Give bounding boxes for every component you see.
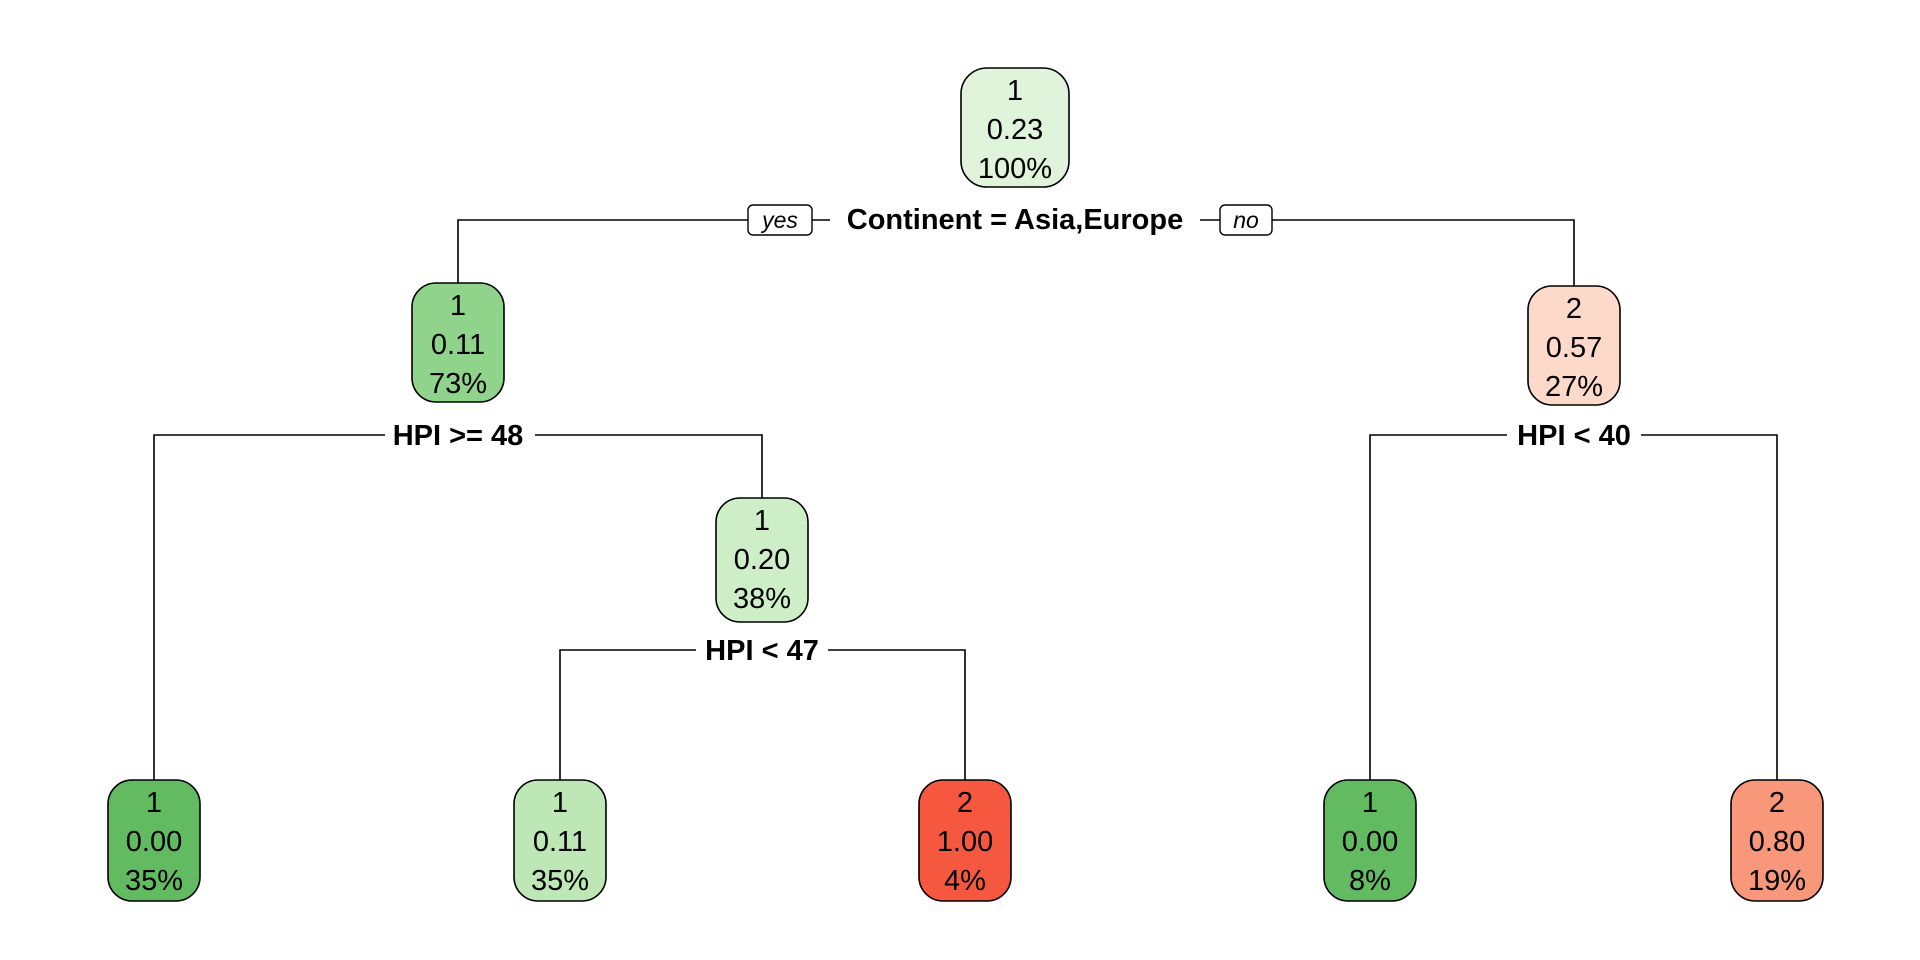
node-root-prob: 0.23 [987, 114, 1043, 146]
node-leaf2: 1 0.11 35% [513, 779, 607, 902]
node-leaf1-class: 1 [146, 787, 162, 819]
node-n2: 1 0.11 73% [411, 282, 505, 403]
node-leaf3-pct: 4% [944, 865, 986, 897]
split-label-n2: HPI >= 48 [393, 420, 524, 452]
node-leaf2-box [513, 779, 607, 902]
node-n3-prob: 0.57 [1546, 332, 1602, 364]
yes-tag-box [747, 204, 813, 236]
no-tag-box [1219, 204, 1273, 236]
node-root-class: 1 [1007, 75, 1023, 107]
node-leaf2-class: 1 [552, 787, 568, 819]
yes-tag: yes [747, 204, 813, 236]
node-n2-class: 1 [450, 290, 466, 322]
tree-nodes: 1 0.23 100% 1 0.11 73% 2 0.57 27% 1 0.20… [107, 67, 1824, 902]
node-leaf5-pct: 19% [1748, 865, 1806, 897]
node-leaf2-pct: 35% [531, 865, 589, 897]
node-leaf2-prob: 0.11 [533, 826, 587, 858]
node-leaf3: 2 1.00 4% [918, 779, 1012, 902]
node-leaf3-box [918, 779, 1012, 902]
node-n3-pct: 27% [1545, 371, 1603, 403]
edge-n2-left [153, 434, 385, 780]
node-leaf4-box [1323, 779, 1417, 902]
node-leaf3-class: 2 [957, 787, 973, 819]
edge-n5-left [559, 649, 696, 780]
node-leaf4: 1 0.00 8% [1323, 779, 1417, 902]
node-leaf4-class: 1 [1362, 787, 1378, 819]
node-root: 1 0.23 100% [960, 67, 1070, 188]
node-n3-box [1527, 285, 1621, 406]
node-n5: 1 0.20 38% [715, 497, 809, 623]
node-n3-class: 2 [1566, 293, 1582, 325]
node-n3: 2 0.57 27% [1527, 285, 1621, 406]
node-n5-class: 1 [754, 505, 770, 537]
edge-n3-right [1641, 434, 1778, 780]
branch-tags: yes no [747, 204, 1273, 236]
edge-root-right [1271, 219, 1575, 286]
node-root-box [960, 67, 1070, 188]
split-label-root: Continent = Asia,Europe [847, 204, 1184, 236]
node-root-pct: 100% [978, 153, 1052, 185]
node-n2-pct: 73% [429, 368, 487, 400]
tree-edges [153, 219, 1778, 780]
no-tag-label: no [1233, 207, 1259, 233]
edge-n3-left [1369, 434, 1507, 780]
node-leaf4-pct: 8% [1349, 865, 1391, 897]
node-leaf1-prob: 0.00 [126, 826, 182, 858]
node-leaf5: 2 0.80 19% [1730, 779, 1824, 902]
node-n5-prob: 0.20 [734, 544, 790, 576]
node-leaf5-prob: 0.80 [1749, 826, 1805, 858]
yes-tag-label: yes [760, 207, 798, 233]
node-n2-box [411, 282, 505, 403]
node-leaf3-prob: 1.00 [937, 826, 993, 858]
split-label-n3: HPI < 40 [1517, 420, 1631, 452]
split-labels: Continent = Asia,Europe HPI >= 48 HPI < … [393, 204, 1631, 667]
node-n5-pct: 38% [733, 583, 791, 615]
node-leaf5-box [1730, 779, 1824, 902]
edge-n2-right [535, 434, 763, 498]
node-leaf5-class: 2 [1769, 787, 1785, 819]
node-n2-prob: 0.11 [431, 329, 485, 361]
edge-root-left [457, 219, 750, 283]
node-n5-box [715, 497, 809, 623]
node-leaf1-pct: 35% [125, 865, 183, 897]
split-label-n5: HPI < 47 [705, 635, 819, 667]
node-leaf4-prob: 0.00 [1342, 826, 1398, 858]
edge-n5-right [828, 649, 966, 780]
node-leaf1: 1 0.00 35% [107, 779, 201, 902]
node-leaf1-box [107, 779, 201, 902]
no-tag: no [1219, 204, 1273, 236]
